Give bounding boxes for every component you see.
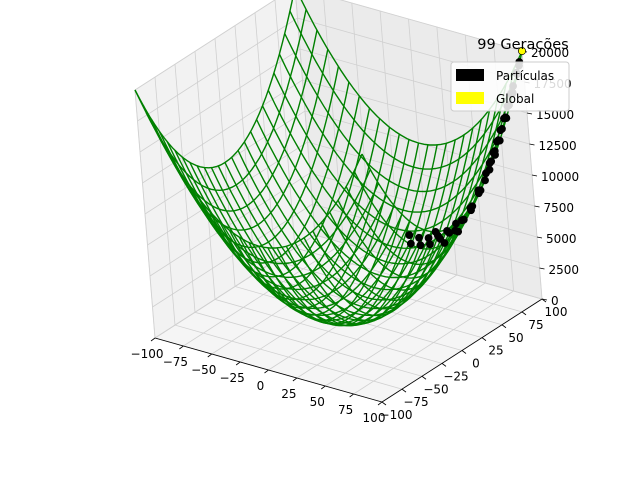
surface-line-x: [320, 119, 482, 301]
particle-marker: [495, 136, 504, 145]
z-tick: [534, 205, 540, 208]
surface-line-x: [218, 118, 381, 301]
particle-marker: [458, 216, 466, 225]
z-tick-label: 0: [551, 294, 559, 308]
global-best-marker: [518, 47, 526, 55]
legend-swatch: [456, 69, 484, 81]
axes-ticks: −100−75−50−250255075100−100−75−50−250255…: [131, 46, 580, 425]
particle-marker: [491, 151, 499, 159]
y-tick: [521, 311, 527, 316]
y-tick-label: 75: [528, 318, 543, 332]
particle-marker: [405, 231, 414, 239]
z-tick-label: 20000: [531, 46, 569, 60]
y-tick: [441, 363, 447, 367]
grid-line-z: [152, 203, 540, 308]
surface-line-x: [228, 127, 391, 309]
z-tick-label: 10000: [541, 170, 579, 184]
x-tick-label: −25: [219, 371, 244, 385]
x-tick: [377, 401, 383, 406]
particle-marker: [440, 239, 449, 247]
particle-marker: [481, 176, 489, 185]
particle-marker: [474, 186, 483, 195]
y-tick: [501, 324, 507, 329]
y-tick-label: 0: [472, 357, 480, 371]
chart-title: 99 Gerações: [477, 37, 568, 53]
x-tick-label: −50: [191, 363, 216, 377]
legend-label: Global: [496, 92, 534, 106]
surface-line-x: [312, 127, 474, 310]
surface-line-x: [303, 134, 465, 317]
y-tick-label: 100: [545, 305, 568, 319]
particle-marker: [452, 219, 460, 228]
particle-marker: [485, 165, 494, 174]
particle-marker: [487, 157, 496, 166]
surface-line-x: [208, 107, 371, 290]
z-tick: [531, 174, 538, 177]
x-tick-label: 0: [257, 379, 265, 393]
y-tick: [381, 401, 387, 406]
surface-line-x: [156, 30, 318, 212]
y-tick-label: 25: [488, 344, 503, 358]
particle-marker: [415, 233, 423, 242]
surface-line-x: [267, 144, 429, 327]
particle-marker: [416, 241, 425, 250]
z-tick: [541, 298, 548, 301]
y-tick: [481, 337, 487, 341]
surface-line-x: [337, 97, 499, 279]
x-tick: [292, 377, 298, 382]
z-tick: [529, 143, 535, 146]
x-tick-label: 25: [281, 387, 296, 401]
y-tick: [421, 375, 427, 380]
x-tick-label: −100: [131, 347, 164, 361]
legend-label: Partículas: [496, 69, 554, 83]
surface-line-x: [329, 109, 491, 291]
particle-marker: [426, 240, 434, 249]
particle-marker: [443, 227, 451, 235]
z-tick-label: 5000: [546, 232, 577, 246]
z-tick-label: 7500: [544, 201, 575, 215]
z-tick: [526, 112, 533, 115]
x-tick-label: 50: [310, 395, 325, 409]
surface-line-x: [145, 9, 307, 192]
x-tick-label: 100: [363, 411, 386, 425]
particle-marker: [424, 234, 433, 242]
surface-line-x: [134, 0, 294, 169]
grid-line-z: [137, 17, 525, 122]
surface-line-x: [167, 49, 329, 231]
x-tick: [264, 369, 269, 374]
particle-marker: [467, 206, 475, 215]
grid-line-z: [142, 79, 530, 184]
x-tick-label: 75: [338, 403, 353, 417]
x-tick: [150, 337, 156, 342]
particle-marker: [406, 239, 415, 248]
legend-swatch: [456, 92, 484, 104]
y-tick-label: −50: [423, 382, 448, 396]
y-tick-label: 50: [508, 331, 523, 345]
x-tick-label: −75: [163, 355, 188, 369]
grid-line-z: [147, 141, 535, 246]
particle-marker: [502, 114, 511, 123]
particle-marker: [454, 227, 463, 236]
x-tick: [349, 393, 354, 398]
z-tick: [536, 236, 543, 239]
y-tick-label: −100: [380, 408, 413, 422]
y-tick-label: −25: [443, 369, 468, 383]
legend: Partículas Global: [450, 61, 570, 112]
y-tick: [461, 350, 467, 354]
x-tick: [207, 353, 212, 358]
grid-line-z: [134, 0, 523, 91]
z-tick-label: 12500: [539, 139, 577, 153]
z-tick-label: 2500: [549, 263, 580, 277]
y-tick-label: −75: [403, 395, 428, 409]
z-tick: [539, 267, 545, 270]
y-tick: [401, 388, 407, 393]
x-tick: [321, 385, 326, 390]
surface-line-x: [294, 139, 456, 322]
particle-marker: [431, 227, 440, 236]
surface-line-x: [257, 142, 420, 325]
x-tick: [235, 361, 241, 366]
x-tick: [179, 345, 184, 350]
particle-marker: [498, 125, 506, 133]
